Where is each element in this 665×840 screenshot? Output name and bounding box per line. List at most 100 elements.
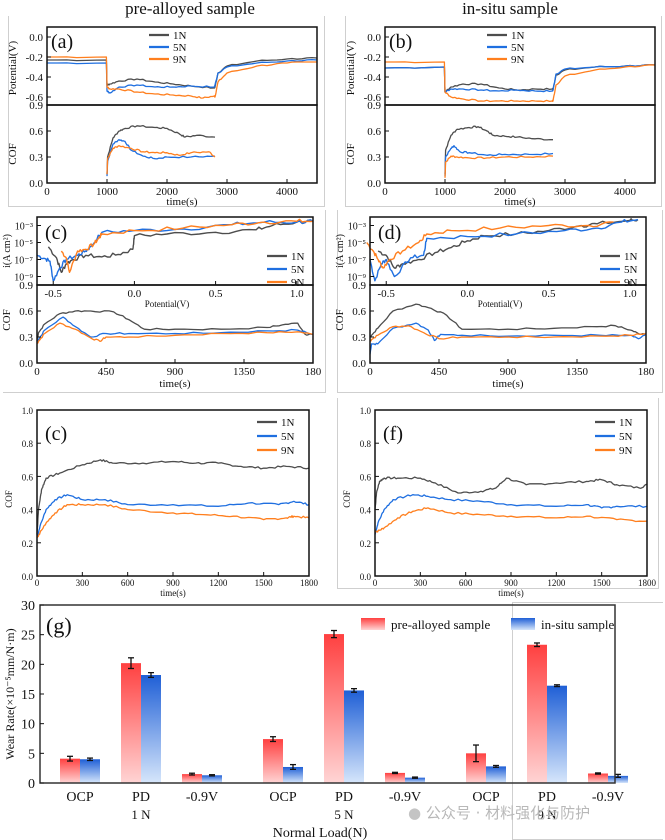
panel-f-time-x-tick-label: 1200: [547, 578, 566, 588]
group-label: 1 N: [131, 807, 151, 822]
legend-swatch-pre-alloyed: [361, 618, 385, 630]
panel-c-bottom-axes: [36, 284, 314, 364]
panel-f-cof-y-tick-label: 0.0: [360, 572, 372, 582]
panel-d-current-line-5N: [369, 218, 639, 282]
panel-b-potential-line-9N: [385, 61, 656, 103]
panel-d-potential-x-tick-label: 0.0: [461, 288, 475, 300]
panel-d-xlabel: time(s): [492, 378, 523, 390]
panel-e-cof-line-1N: [36, 459, 310, 535]
panel-d-current-y-tick-label: 10⁻⁵: [347, 239, 366, 250]
panel-a-cof-line-5N: [106, 139, 216, 177]
panel-e-cof-y-tick-label: 0.2: [22, 539, 33, 549]
panel-d-cof-y-tick-label: 0.9: [352, 280, 366, 292]
panel-d-time-x-tick-label: 900: [500, 366, 517, 378]
column-title-right: in-situ sample: [462, 0, 558, 18]
bar-pre-alloyed-sample-5N-PD: [324, 634, 344, 783]
panel-d-potential-x-tick-label: -0.5: [378, 288, 396, 300]
panel-a-cof-y-tick-label: 0.0: [29, 178, 43, 190]
panel-g-y-tick-label: 20: [21, 658, 35, 673]
panel-e-cof-line-5N: [36, 494, 310, 538]
panel-c-cof-line-1N: [36, 310, 314, 342]
panel-a-potential-ylabel: Potential(V): [7, 40, 19, 95]
group-label: 9 N: [537, 807, 557, 822]
bar-pre-alloyed-sample-5N--0.9V: [385, 772, 405, 783]
panel-d-current-y-tick-label: 10⁻³: [348, 222, 366, 233]
panel-f-legend-label-1N: 1N: [619, 417, 633, 429]
panel-g-y-tick-label: 0: [28, 777, 35, 792]
panel-f-time-x-tick-label: 0: [373, 578, 378, 588]
panel-a-xlabel: time(s): [166, 196, 197, 208]
panel-e-time-x-tick-label: 1800: [300, 578, 319, 588]
category-label: -0.9V: [186, 790, 218, 805]
panel-d-potential-x-tick-label: 1.0: [623, 288, 637, 300]
panel-c-potential-x-tick-label: -0.5: [45, 288, 63, 300]
panel-d-current-ylabel: i(A cm²): [335, 234, 346, 268]
bar-pre-alloyed-sample-9N-PD: [527, 644, 547, 783]
panel-b-potential-line-5N: [384, 63, 656, 93]
panel-c-potential-x-tick-label: 0.0: [128, 288, 142, 300]
panel-f-label: (f): [383, 423, 403, 445]
panel-b-potential-y-tick-label: -0.6: [364, 92, 382, 104]
panel-f-ylabel: COF: [342, 490, 352, 508]
panel-d-current-y-tick-label: 10⁻⁷: [347, 256, 366, 267]
panel-d-label: (d): [378, 222, 401, 244]
bar-in-situ-sample-5N-OCP: [283, 766, 303, 783]
panel-frame-a: [8, 16, 325, 207]
panel-b-cof-line-9N: [444, 155, 554, 178]
panel-g-y-tick-label: 15: [21, 688, 35, 703]
category-label: OCP: [472, 790, 499, 805]
panel-b-cof-y-tick-label: 0.3: [367, 152, 381, 164]
bar-in-situ-sample-9N-PD: [547, 685, 567, 783]
wechat-icon: ●: [408, 804, 422, 822]
panel-f-time-x-tick-label: 900: [504, 578, 518, 588]
panel-a-time-x-tick-label: 1000: [96, 186, 119, 198]
panel-c-current-line-9N: [60, 218, 314, 273]
panel-f-time-x-tick-label: 1800: [638, 578, 657, 588]
group-label: 5 N: [334, 807, 354, 822]
panel-c-current-line-1N: [47, 219, 314, 273]
panel-a-potential-y-tick-label: -0.6: [26, 92, 44, 104]
panel-b-cof-y-tick-label: 0.6: [367, 126, 381, 138]
panel-d-time-x-tick-label: 1350: [566, 366, 589, 378]
panel-a-potential-y-tick-label: -0.4: [26, 72, 44, 84]
bar-in-situ-sample-1N--0.9V: [202, 775, 222, 783]
panel-f-cof-y-tick-label: 1.0: [360, 406, 372, 416]
panel-e-time-x-tick-label: 1500: [255, 578, 274, 588]
bar-pre-alloyed-sample-9N-OCP: [466, 753, 486, 783]
panel-c-cof-ylabel: COF: [1, 309, 13, 330]
panel-b-xlabel: time(s): [504, 196, 535, 208]
panel-c-current-y-tick-label: 10⁻⁹: [14, 273, 33, 284]
category-label: PD: [132, 790, 150, 805]
panel-e-cof-y-tick-label: 1.0: [22, 406, 34, 416]
panel-frame-d: [337, 210, 663, 393]
bar-in-situ-sample-1N-OCP: [80, 759, 100, 783]
panel-e-cof-y-tick-label: 0.0: [22, 572, 34, 582]
panel-e-xlabel: time(s): [160, 588, 186, 598]
bar-in-situ-sample-1N-PD: [141, 675, 161, 783]
panel-d-cof-line-5N: [369, 322, 647, 355]
panel-b-cof-line-1N: [444, 125, 554, 175]
category-label: -0.9V: [592, 790, 624, 805]
category-label: -0.9V: [389, 790, 421, 805]
panel-c-legend-label-9N: 9N: [291, 277, 305, 289]
panel-e-time-x-tick-label: 1200: [209, 578, 228, 588]
panel-a-label: (a): [51, 31, 73, 53]
panel-e-cof-line-9N: [36, 503, 310, 539]
panel-b-legend-label-5N: 5N: [511, 42, 525, 54]
panel-a-potential-y-tick-label: -0.2: [26, 52, 43, 64]
panel-f-xlabel: time(s): [498, 588, 524, 598]
panel-f-cof-line-9N: [374, 507, 648, 533]
panel-d-cof-line-9N: [369, 325, 647, 342]
panel-d-time-x-tick-label: 180: [638, 366, 655, 378]
panel-b-time-x-tick-label: 0: [382, 186, 388, 198]
panel-b-potential-y-tick-label: -0.2: [364, 52, 381, 64]
panel-a-potential-line-1N: [47, 56, 318, 89]
panel-d-current-y-tick-label: 10⁻⁹: [347, 273, 366, 284]
panel-a-time-x-tick-label: 4000: [276, 186, 299, 198]
panel-frame-b: [345, 16, 662, 207]
panel-g-ylabel: Wear Rate(×10⁻⁵mm/N·m): [3, 628, 17, 759]
panel-a-cof-y-tick-label: 0.3: [29, 152, 43, 164]
panel-c-current-y-tick-label: 10⁻⁷: [14, 256, 33, 267]
panel-e-time-x-tick-label: 300: [76, 578, 90, 588]
panel-d-cof-y-tick-label: 0.0: [352, 358, 366, 370]
